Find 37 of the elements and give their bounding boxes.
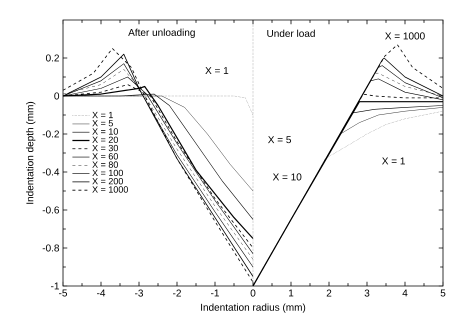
- x-tick-label: 0: [250, 290, 256, 297]
- annotation: Under load: [267, 30, 315, 37]
- legend-label: X = 60: [92, 153, 118, 160]
- x-tick-label: -4: [97, 290, 106, 296]
- legend-label: X = 80: [92, 161, 118, 168]
- legend-label: X = 200: [92, 178, 123, 184]
- annotation: X = 1000: [385, 32, 425, 40]
- annotation: X = 5: [268, 136, 291, 144]
- x-axis-title: Indentation radius (mm): [201, 303, 306, 313]
- legend-label: X = 100: [92, 170, 123, 176]
- legend-label: X = 10: [92, 128, 118, 135]
- legend-label: X = 1: [92, 112, 113, 118]
- x-tick-label: -1: [211, 290, 219, 296]
- y-tick-label: -0.6: [42, 206, 60, 214]
- annotation: X = 10: [272, 173, 302, 180]
- legend-label: X = 20: [92, 136, 118, 143]
- y-tick-label: -1: [51, 282, 59, 290]
- x-tick-label: 3: [364, 290, 370, 297]
- y-tick-label: 0: [54, 92, 60, 100]
- y-tick-label: -0.8: [42, 244, 60, 252]
- x-tick-label: -5: [59, 290, 68, 296]
- legend-label: X = 30: [92, 144, 118, 152]
- x-tick-label: -3: [135, 290, 144, 297]
- annotation: X = 1: [382, 158, 405, 164]
- y-tick-label: -0.4: [42, 168, 60, 176]
- y-tick-label: -0.2: [42, 130, 59, 138]
- x-tick-label: 1: [288, 290, 294, 296]
- legend-label: X = 5: [92, 120, 113, 126]
- annotation: X = 1: [205, 67, 228, 74]
- y-tick-label: 0.2: [46, 54, 59, 62]
- x-tick-label: 5: [440, 290, 446, 296]
- y-axis-title: Indentation depth (mm): [26, 102, 36, 204]
- annotation: After unloading: [128, 28, 195, 38]
- x-tick-label: -2: [173, 290, 181, 296]
- x-tick-label: 4: [402, 290, 408, 296]
- legend-label: X = 1000: [92, 186, 128, 193]
- x-tick-label: 2: [326, 290, 332, 296]
